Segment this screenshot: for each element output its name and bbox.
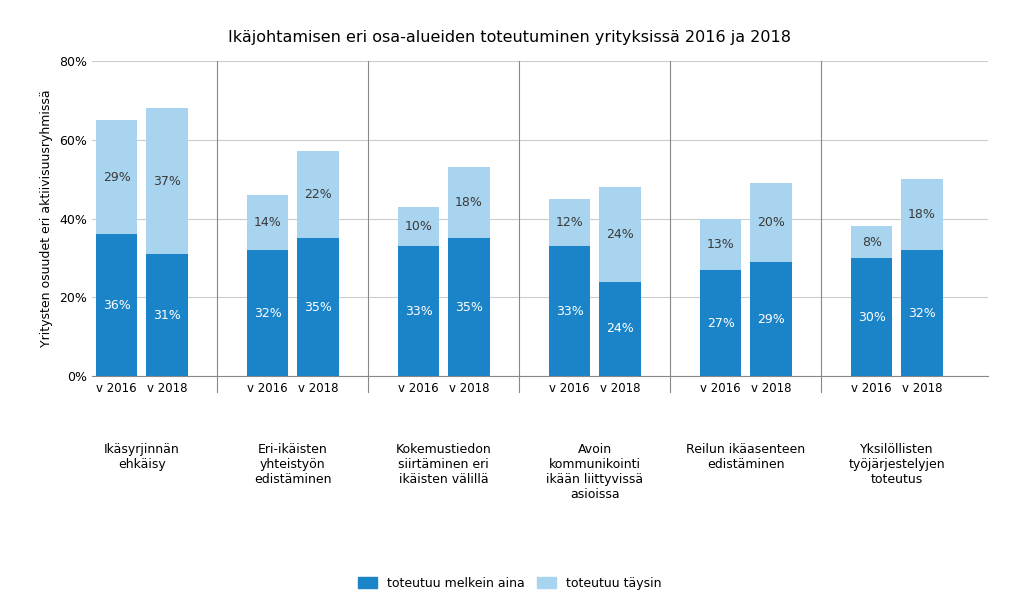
Text: 13%: 13% xyxy=(707,238,735,251)
Bar xyxy=(750,262,792,376)
Bar xyxy=(599,187,641,282)
Bar xyxy=(902,250,943,376)
Text: 22%: 22% xyxy=(304,188,332,202)
Text: 31%: 31% xyxy=(153,309,180,322)
Text: 20%: 20% xyxy=(757,216,785,229)
Text: 8%: 8% xyxy=(862,236,881,249)
Bar xyxy=(96,120,138,234)
Bar xyxy=(599,282,641,376)
Text: 24%: 24% xyxy=(606,322,634,336)
Text: 24%: 24% xyxy=(606,228,634,241)
Bar xyxy=(448,238,490,376)
Bar xyxy=(96,234,138,376)
Text: Ikäsyrjinnän
ehkäisy: Ikäsyrjinnän ehkäisy xyxy=(104,443,179,471)
Text: 29%: 29% xyxy=(103,171,130,183)
Bar xyxy=(700,270,742,376)
Bar xyxy=(549,198,590,246)
Bar xyxy=(448,167,490,238)
Text: 32%: 32% xyxy=(254,307,281,320)
Bar xyxy=(146,254,187,376)
Text: 33%: 33% xyxy=(405,305,432,317)
Bar xyxy=(549,246,590,376)
Text: 14%: 14% xyxy=(254,216,281,229)
Bar xyxy=(750,183,792,262)
Bar xyxy=(851,226,893,258)
Bar xyxy=(902,179,943,250)
Text: Avoin
kommunikointi
ikään liittyvissä
asioissa: Avoin kommunikointi ikään liittyvissä as… xyxy=(546,443,643,501)
Bar xyxy=(298,238,338,376)
Bar xyxy=(247,195,288,250)
Text: 33%: 33% xyxy=(555,305,584,317)
Text: 35%: 35% xyxy=(304,301,332,314)
Text: 18%: 18% xyxy=(455,196,483,209)
Bar xyxy=(398,246,439,376)
Bar xyxy=(298,151,338,238)
Text: 32%: 32% xyxy=(908,307,936,320)
Text: 10%: 10% xyxy=(405,220,433,233)
Y-axis label: Yritysten osuudet eri aktiivisuusryhmissä: Yritysten osuudet eri aktiivisuusryhmiss… xyxy=(41,90,53,347)
Text: Kokemustiedon
siirtäminen eri
ikäisten välillä: Kokemustiedon siirtäminen eri ikäisten v… xyxy=(396,443,492,486)
Text: 35%: 35% xyxy=(455,301,483,314)
Text: 27%: 27% xyxy=(707,317,735,330)
Bar xyxy=(398,206,439,246)
Text: Reilun ikäasenteen
edistäminen: Reilun ikäasenteen edistäminen xyxy=(687,443,805,471)
Text: Eri-ikäisten
yhteistyön
edistäminen: Eri-ikäisten yhteistyön edistäminen xyxy=(254,443,331,486)
Text: Yksilöllisten
työjärjestelyjen
toteutus: Yksilöllisten työjärjestelyjen toteutus xyxy=(849,443,946,486)
Text: 29%: 29% xyxy=(757,313,785,325)
Text: 18%: 18% xyxy=(908,208,936,221)
Bar xyxy=(851,258,893,376)
Legend: toteutuu melkein aina, toteutuu täysin: toteutuu melkein aina, toteutuu täysin xyxy=(353,572,666,595)
Text: 36%: 36% xyxy=(103,299,130,312)
Text: 37%: 37% xyxy=(153,175,180,188)
Bar xyxy=(247,250,288,376)
Bar xyxy=(700,219,742,270)
Bar xyxy=(146,108,187,254)
Text: 12%: 12% xyxy=(555,216,584,229)
Text: 30%: 30% xyxy=(858,311,886,324)
Text: Ikäjohtamisen eri osa-alueiden toteutuminen yrityksissä 2016 ja 2018: Ikäjohtamisen eri osa-alueiden toteutumi… xyxy=(228,30,791,46)
